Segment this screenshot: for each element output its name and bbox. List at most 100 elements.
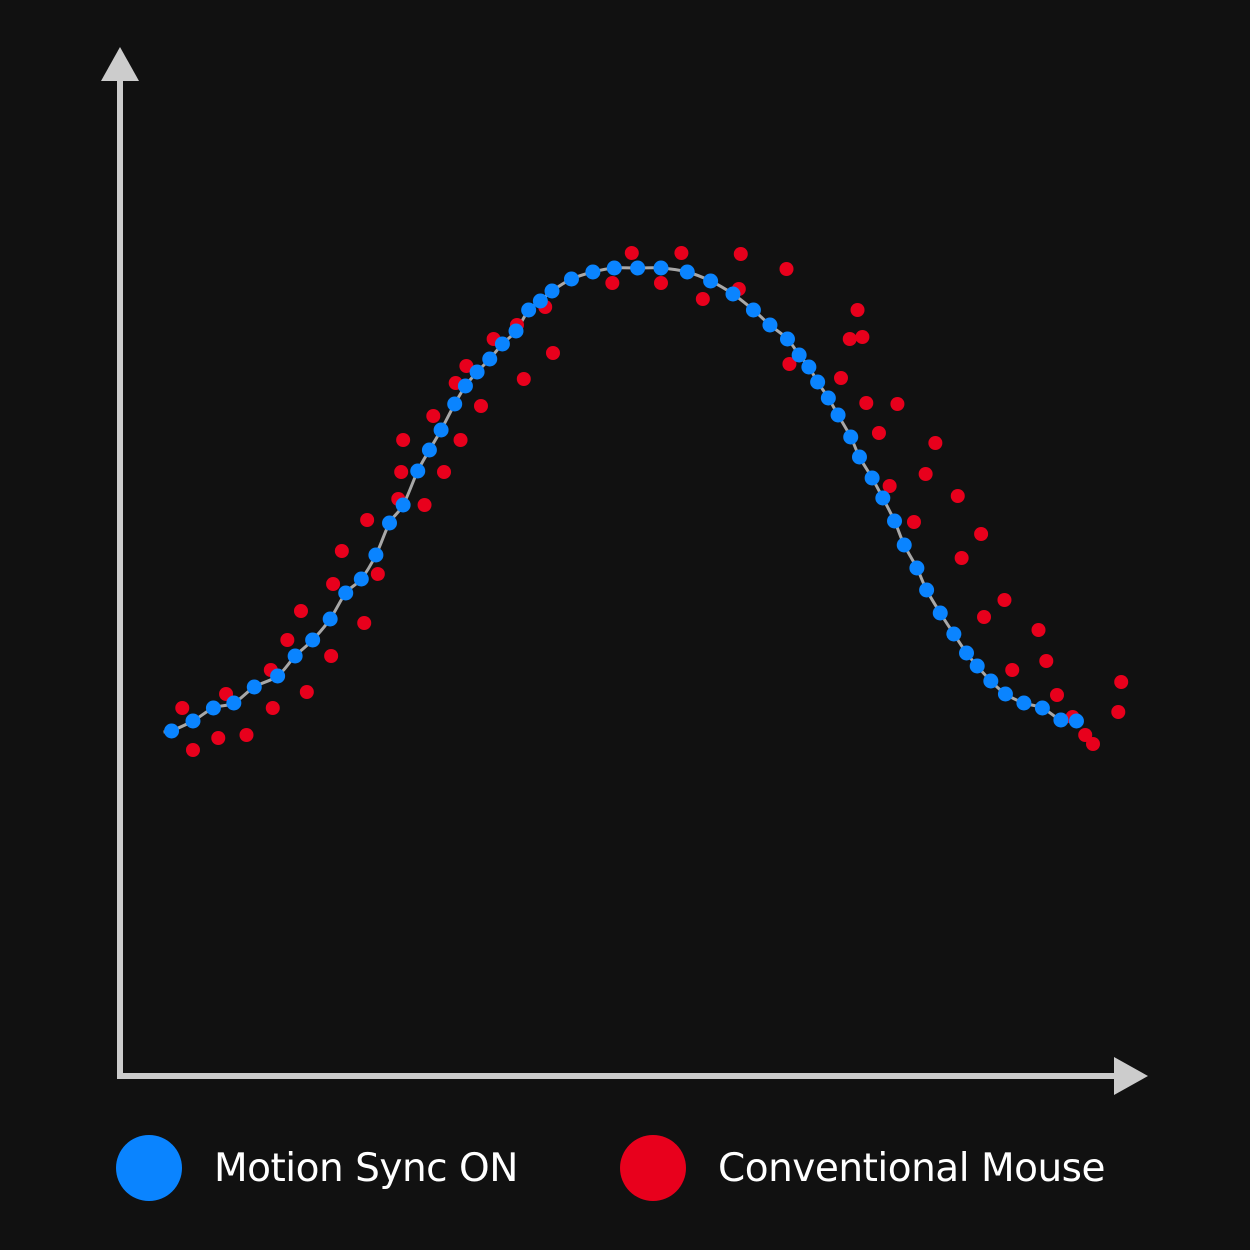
data-point-conventional-mouse: [1031, 623, 1046, 637]
data-point-motion-sync-on: [563, 271, 579, 287]
data-point-conventional-mouse: [1111, 705, 1126, 719]
chart-legend: Motion Sync ON Conventional Mouse: [0, 1133, 1250, 1203]
data-point-motion-sync-on: [270, 668, 286, 684]
data-point-conventional-mouse: [882, 479, 897, 493]
data-points-layer: [164, 246, 1129, 757]
data-point-motion-sync-on: [246, 679, 262, 695]
data-point-conventional-mouse: [733, 247, 748, 261]
data-point-conventional-mouse: [437, 465, 452, 479]
data-point-motion-sync-on: [801, 359, 817, 375]
data-point-motion-sync-on: [653, 260, 669, 276]
data-point-conventional-mouse: [516, 372, 531, 386]
data-point-conventional-mouse: [185, 743, 200, 757]
data-point-conventional-mouse: [426, 409, 441, 423]
data-point-motion-sync-on: [779, 331, 795, 347]
data-point-conventional-mouse: [997, 593, 1012, 607]
y-axis-arrowhead: [101, 47, 139, 81]
data-point-conventional-mouse: [695, 292, 710, 306]
data-point-conventional-mouse: [360, 513, 375, 527]
data-point-motion-sync-on: [544, 283, 560, 299]
data-point-motion-sync-on: [810, 374, 826, 390]
legend-swatch-blue-circle: [116, 1135, 182, 1201]
trend-line-layer: [163, 266, 1077, 734]
data-point-conventional-mouse: [855, 330, 870, 344]
data-point-motion-sync-on: [164, 723, 180, 739]
data-point-motion-sync-on: [532, 293, 548, 309]
data-point-conventional-mouse: [293, 604, 308, 618]
data-point-conventional-mouse: [1005, 663, 1020, 677]
legend-item-conventional-mouse: Conventional Mouse: [620, 1133, 1105, 1203]
data-point-conventional-mouse: [624, 246, 639, 260]
data-point-conventional-mouse: [954, 551, 969, 565]
data-point-conventional-mouse: [370, 567, 385, 581]
data-point-motion-sync-on: [820, 390, 836, 406]
data-point-motion-sync-on: [1068, 713, 1084, 729]
data-point-conventional-mouse: [334, 544, 349, 558]
data-point-motion-sync-on: [875, 490, 891, 506]
data-point-motion-sync-on: [919, 582, 935, 598]
data-point-conventional-mouse: [396, 433, 411, 447]
data-point-conventional-mouse: [1049, 688, 1064, 702]
data-point-motion-sync-on: [946, 626, 962, 642]
data-point-conventional-mouse: [417, 498, 432, 512]
data-point-motion-sync-on: [521, 302, 537, 318]
data-point-motion-sync-on: [226, 695, 242, 711]
data-point-conventional-mouse: [974, 527, 989, 541]
data-point-conventional-mouse: [265, 701, 280, 715]
data-point-motion-sync-on: [830, 407, 846, 423]
data-point-conventional-mouse: [394, 465, 409, 479]
data-point-motion-sync-on: [482, 351, 498, 367]
data-point-motion-sync-on: [843, 429, 859, 445]
data-point-conventional-mouse: [859, 396, 874, 410]
data-point-conventional-mouse: [473, 399, 488, 413]
data-point-motion-sync-on: [508, 323, 524, 339]
data-point-motion-sync-on: [322, 611, 338, 627]
data-point-motion-sync-on: [679, 264, 695, 280]
data-point-motion-sync-on: [630, 260, 646, 276]
x-axis-arrowhead: [1114, 1057, 1148, 1095]
data-point-motion-sync-on: [896, 537, 912, 553]
data-point-conventional-mouse: [326, 577, 341, 591]
data-point-conventional-mouse: [928, 436, 943, 450]
data-point-motion-sync-on: [932, 605, 948, 621]
data-point-conventional-mouse: [299, 685, 314, 699]
data-point-motion-sync-on: [969, 658, 985, 674]
data-point-conventional-mouse: [324, 649, 339, 663]
data-point-motion-sync-on: [469, 364, 485, 380]
data-point-motion-sync-on: [410, 463, 426, 479]
data-point-conventional-mouse: [850, 303, 865, 317]
data-point-motion-sync-on: [851, 449, 867, 465]
data-point-conventional-mouse: [674, 246, 689, 260]
data-point-conventional-mouse: [453, 433, 468, 447]
data-point-conventional-mouse: [545, 346, 560, 360]
data-point-motion-sync-on: [909, 560, 925, 576]
legend-label: Motion Sync ON: [214, 1145, 518, 1191]
data-point-motion-sync-on: [997, 686, 1013, 702]
data-point-motion-sync-on: [305, 632, 321, 648]
data-point-motion-sync-on: [205, 700, 221, 716]
data-point-motion-sync-on: [287, 648, 303, 664]
data-point-motion-sync-on: [887, 513, 903, 529]
trend-line: [163, 266, 1077, 734]
data-point-motion-sync-on: [606, 260, 622, 276]
data-point-motion-sync-on: [864, 470, 880, 486]
chart-axes: [101, 47, 1148, 1095]
data-point-conventional-mouse: [779, 262, 794, 276]
data-point-motion-sync-on: [368, 547, 384, 563]
data-point-motion-sync-on: [1034, 700, 1050, 716]
data-point-motion-sync-on: [959, 645, 975, 661]
data-point-motion-sync-on: [725, 286, 741, 302]
data-point-motion-sync-on: [421, 442, 437, 458]
data-point-conventional-mouse: [833, 371, 848, 385]
legend-item-motion-sync: Motion Sync ON: [116, 1133, 518, 1203]
data-point-conventional-mouse: [977, 610, 992, 624]
data-point-motion-sync-on: [447, 396, 463, 412]
data-point-motion-sync-on: [353, 571, 369, 587]
data-point-motion-sync-on: [382, 515, 398, 531]
data-point-motion-sync-on: [983, 673, 999, 689]
data-point-motion-sync-on: [791, 347, 807, 363]
data-point-conventional-mouse: [842, 332, 857, 346]
data-point-conventional-mouse: [239, 728, 254, 742]
data-point-conventional-mouse: [918, 467, 933, 481]
